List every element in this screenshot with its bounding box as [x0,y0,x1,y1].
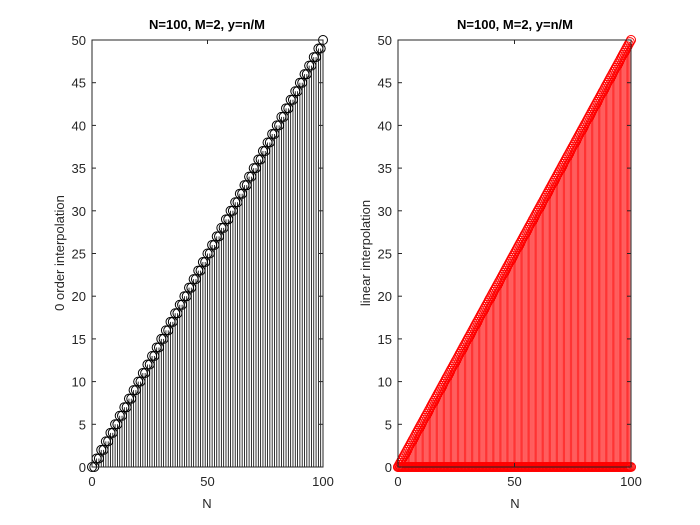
stem-marker [119,402,130,413]
stem-marker [230,197,241,208]
ytick-label: 20 [72,289,86,304]
xtick-label: 50 [200,474,214,489]
stem-marker [207,239,218,250]
stem-marker [100,436,111,447]
ytick-label: 15 [378,332,392,347]
stem-marker [276,111,287,122]
ytick-label: 50 [72,33,86,48]
stem-marker [299,69,310,80]
stem-marker [128,385,139,396]
ytick-label: 15 [72,332,86,347]
stem-marker [137,368,148,379]
stem-marker [165,316,176,327]
ytick-label: 20 [378,289,392,304]
stem-marker [225,205,236,216]
stem-marker [257,146,268,157]
ytick-label: 30 [72,204,86,219]
stem-marker [281,103,292,114]
ytick-label: 50 [378,33,392,48]
ytick-label: 40 [378,118,392,133]
ytick-label: 0 [79,460,86,475]
ytick-label: 25 [72,247,86,262]
stem-marker [253,154,264,165]
stem-marker [248,163,259,174]
stem-marker [197,257,208,268]
stem-marker [294,77,305,88]
ytick-label: 40 [72,118,86,133]
stem-marker [234,188,245,199]
stem-marker [156,333,167,344]
stem-marker [105,427,116,438]
stem-marker [285,94,296,105]
stem-marker [133,376,144,387]
stem-marker [151,342,162,353]
stem-marker [216,222,227,233]
xlabel-left: N [202,496,211,511]
stem-marker [179,291,190,302]
ytick-label: 45 [72,76,86,91]
ylabel-right: linear interpolation [358,200,373,306]
stem-marker [170,308,181,319]
xtick-label: 100 [312,474,334,489]
xtick-label: 0 [394,474,401,489]
stem-marker [267,128,278,139]
stem-marker [271,120,282,131]
stem-marker [262,137,273,148]
ytick-label: 5 [385,417,392,432]
xlabel-right: N [510,496,519,511]
ytick-label: 5 [79,417,86,432]
title-right: N=100, M=2, y=n/M [457,17,573,32]
stem-marker [290,86,301,97]
ytick-label: 45 [378,76,392,91]
stem-marker [96,444,107,455]
stem-marker [304,60,315,71]
ytick-label: 25 [378,247,392,262]
stem-marker [193,265,204,276]
xtick-label: 100 [620,474,642,489]
stem-marker [147,350,158,361]
stem-marker [184,282,195,293]
stem-marker [239,180,250,191]
stem-marker [308,52,319,63]
ytick-label: 0 [385,460,392,475]
ytick-label: 10 [378,375,392,390]
xtick-label: 0 [88,474,95,489]
stem-marker [202,248,213,259]
ticks-right: 0 5 10 15 20 25 30 35 40 45 50 0 50 100 [378,33,642,489]
xtick-label: 50 [507,474,521,489]
subplot-left: N=100, M=2, y=n/M N 0 order interpolatio… [52,17,334,511]
axes-box-right [397,39,632,468]
ytick-label: 10 [72,375,86,390]
subplot-right: N=100, M=2, y=n/M N linear interpolation… [358,17,642,511]
stem-marker [188,274,199,285]
markers-left [87,35,328,472]
ytick-label: 30 [378,204,392,219]
stem-marker [220,214,231,225]
stem-marker [160,325,171,336]
ytick-label: 35 [378,161,392,176]
stem-marker [174,299,185,310]
stem-marker [244,171,255,182]
ytick-label: 35 [72,161,86,176]
stem-marker [114,410,125,421]
stems-left [96,40,324,467]
stem-marker [142,359,153,370]
stem-marker [123,393,134,404]
stem-marker [624,37,635,48]
axes-box-left [91,39,324,468]
ylabel-left: 0 order interpolation [52,195,67,311]
stem-marker [211,231,222,242]
markers-right [393,35,636,472]
stem-marker [110,419,121,430]
title-left: N=100, M=2, y=n/M [149,17,265,32]
ticks-left: 0 5 10 15 20 25 30 35 40 45 50 0 50 100 [72,33,334,489]
